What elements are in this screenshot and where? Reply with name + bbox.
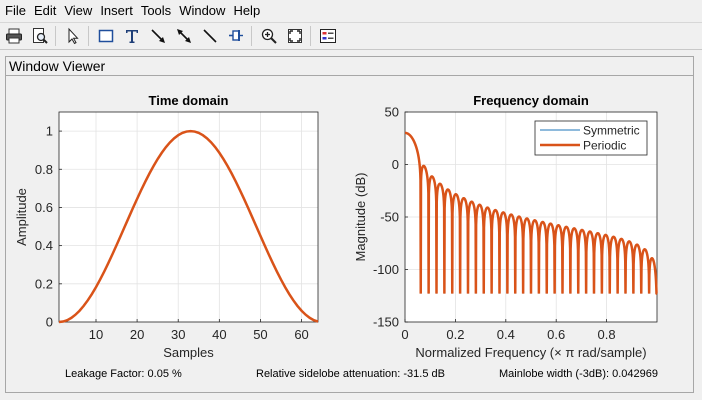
legend-button[interactable]: [316, 24, 340, 48]
x-tick-label: 10: [89, 327, 103, 342]
frequency-domain-xlabel: Normalized Frequency (× π rad/sample): [415, 345, 646, 360]
menu-insert[interactable]: Insert: [100, 3, 133, 18]
line-icon: [203, 29, 217, 43]
select-button[interactable]: [61, 24, 85, 48]
pin-icon: [229, 30, 243, 41]
time-domain-axes[interactable]: 10 20 30 40 50 60 0 0.2 0.4 0.6 0.8 1 Time domain S…: [14, 93, 319, 360]
print-icon: [6, 28, 22, 44]
toolbar-separator: [55, 26, 56, 46]
sidelobe-attenuation-text: Relative sidelobe attenuation: -31.5 dB: [256, 368, 445, 380]
zoom-in-button[interactable]: [257, 24, 281, 48]
legend-periodic-label: Periodic: [583, 139, 626, 153]
x-tick-label: 60: [294, 327, 308, 342]
y-tick-label: 50: [385, 105, 399, 120]
fit-button[interactable]: [283, 24, 307, 48]
print-button[interactable]: [2, 24, 26, 48]
y-tick-label: 0: [392, 157, 399, 172]
x-tick-label: 0.2: [446, 327, 464, 342]
text-icon: [126, 30, 138, 43]
toolbar-separator: [251, 26, 252, 46]
arrow-cursor-icon: [68, 27, 79, 45]
rectangle-icon: [98, 29, 114, 43]
y-tick-label: 1: [46, 124, 53, 139]
frequency-domain-ylabel: Magnitude (dB): [353, 173, 368, 262]
time-domain-frame: [58, 111, 319, 323]
fit-icon: [288, 29, 302, 43]
time-domain-periodic-line: [58, 129, 319, 324]
toolbar: [0, 22, 702, 50]
print-preview-button[interactable]: [28, 24, 52, 48]
y-tick-label: 0.2: [35, 276, 53, 291]
x-tick-label: 50: [253, 327, 267, 342]
frequency-domain-series: [404, 131, 658, 295]
legend-icon: [320, 29, 336, 43]
insert-double-arrow-button[interactable]: [172, 24, 196, 48]
frequency-domain-axes[interactable]: 0 0.2 0.4 0.6 0.8 50 0 -50 -100 -150 Frequency do…: [353, 93, 658, 360]
menu-window[interactable]: Window: [179, 3, 226, 18]
pin-button[interactable]: [224, 24, 248, 48]
mainlobe-width-text: Mainlobe width (-3dB): 0.042969: [499, 368, 658, 380]
menu-view[interactable]: View: [64, 3, 93, 18]
toolbar-separator: [310, 26, 311, 46]
time-domain-title: Time domain: [149, 93, 229, 108]
insert-rectangle-button[interactable]: [94, 24, 118, 48]
panel-divider: [6, 75, 693, 76]
menu-edit[interactable]: Edit: [33, 3, 57, 18]
time-domain-grid: [59, 112, 318, 323]
legend-box: [534, 120, 648, 156]
y-tick-label: 0.8: [35, 162, 53, 177]
x-tick-label: 0.6: [547, 327, 565, 342]
print-preview-icon: [33, 28, 48, 44]
legend[interactable]: Symmetric Periodic: [534, 120, 648, 156]
x-tick-label: 0.4: [497, 327, 515, 342]
y-tick-label: 0.6: [35, 200, 53, 215]
frequency-domain-ticks: 0 0.2 0.4 0.6 0.8 50 0 -50 -100 -150: [373, 105, 616, 343]
legend-symmetric-label: Symmetric: [583, 124, 640, 138]
time-domain-xlabel: Samples: [163, 345, 214, 360]
x-tick-label: 40: [212, 327, 226, 342]
arrow-icon: [151, 29, 165, 43]
leakage-factor-text: Leakage Factor: 0.05 %: [65, 368, 182, 380]
y-tick-label: -150: [373, 315, 399, 330]
frequency-domain-periodic-line: [404, 131, 658, 295]
menu-bar: File Edit View Insert Tools Window Help: [0, 0, 702, 22]
insert-text-button[interactable]: [120, 24, 144, 48]
time-domain-plot-area: [59, 112, 318, 322]
x-tick-label: 0: [401, 327, 408, 342]
panel-title: Window Viewer: [9, 58, 106, 74]
y-tick-label: 0.4: [35, 238, 53, 253]
menu-file[interactable]: File: [5, 3, 26, 18]
insert-arrow-button[interactable]: [146, 24, 170, 48]
y-tick-label: 0: [46, 315, 53, 330]
menu-help[interactable]: Help: [233, 3, 261, 18]
x-tick-label: 30: [171, 327, 185, 342]
x-tick-label: 0.8: [598, 327, 616, 342]
toolbar-separator: [88, 26, 89, 46]
menu-tools[interactable]: Tools: [140, 3, 172, 18]
y-tick-label: -100: [373, 262, 399, 277]
double-arrow-icon: [177, 29, 191, 43]
insert-line-button[interactable]: [198, 24, 222, 48]
time-domain-ylabel: Amplitude: [14, 188, 29, 246]
zoom-in-icon: [261, 28, 277, 44]
frequency-domain-title: Frequency domain: [473, 93, 589, 108]
y-tick-label: -50: [380, 210, 399, 225]
time-domain-series: [58, 129, 319, 324]
time-domain-ticks: 10 20 30 40 50 60 0 0.2 0.4 0.6 0.8 1: [35, 124, 309, 342]
x-tick-label: 20: [130, 327, 144, 342]
